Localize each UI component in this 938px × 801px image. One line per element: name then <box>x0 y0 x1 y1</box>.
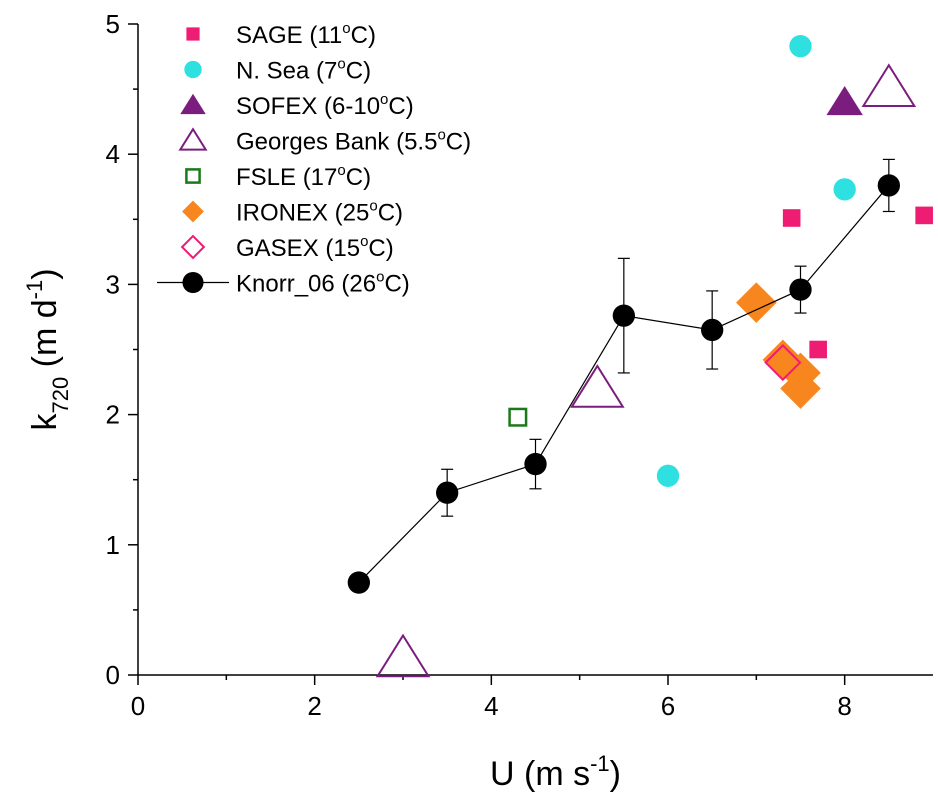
data-point-triangle <box>826 86 863 116</box>
x-axis-title: U (m s-1) <box>490 751 621 793</box>
legend-item: N. Sea (7oC) <box>184 56 371 85</box>
legend: SAGE (11oC) N. Sea (7oC) SOFEX (6-10oC) Geo… <box>157 20 471 298</box>
series-4 <box>508 407 528 427</box>
data-point-circle <box>877 174 900 197</box>
y-axis-title-text: k720 (m d-1) <box>22 268 73 430</box>
data-point-open-square <box>508 407 528 427</box>
data-point-square <box>809 340 827 359</box>
data-point-square <box>782 209 801 227</box>
series-0 <box>782 206 933 359</box>
legend-marker <box>180 234 206 260</box>
legend-marker <box>185 168 201 184</box>
series-3 <box>375 63 917 678</box>
data-point-diamond <box>780 368 821 409</box>
series-7 <box>347 158 900 594</box>
legend-label: Knorr_06 (26oC) <box>236 269 410 298</box>
legend-label: Georges Bank (5.5oC) <box>236 127 471 156</box>
data-point-circle <box>789 278 812 301</box>
x-tick-label: 4 <box>484 691 498 721</box>
legend-item: FSLE (17oC) <box>185 162 371 191</box>
data-point-open-diamond <box>764 343 802 382</box>
x-tick-label: 2 <box>307 691 321 721</box>
legend-item: SAGE (11oC) <box>186 20 376 49</box>
y-tick-label: 1 <box>106 530 120 560</box>
legend-item: GASEX (15oC) <box>180 233 394 262</box>
data-point-open-triangle <box>861 63 917 107</box>
x-tick-label: 6 <box>661 691 675 721</box>
legend-label: SOFEX (6-10oC) <box>236 91 414 120</box>
legend-marker <box>182 271 204 294</box>
legend-marker <box>180 93 206 115</box>
legend-marker <box>186 27 200 41</box>
data-point-diamond <box>736 282 777 323</box>
legend-marker <box>182 200 204 223</box>
legend-label: SAGE (11oC) <box>236 20 376 49</box>
data-point-circle <box>833 178 856 201</box>
data-point-circle <box>612 304 635 327</box>
plot-area <box>347 34 933 678</box>
y-tick-label: 2 <box>106 400 120 430</box>
data-point-circle <box>436 481 459 504</box>
legend-label: GASEX (15oC) <box>236 233 394 262</box>
x-axis-ticks: 0 2 4 6 8 <box>131 675 852 721</box>
legend-item: SOFEX (6-10oC) <box>180 91 414 120</box>
legend-item: Georges Bank (5.5oC) <box>178 127 471 156</box>
series-5 <box>736 282 821 409</box>
y-axis-title: k720 (m d-1) <box>22 268 73 430</box>
data-point-circle <box>347 571 370 594</box>
data-point-circle <box>656 464 680 487</box>
legend-item: Knorr_06 (26oC) <box>157 269 410 298</box>
y-tick-label: 4 <box>106 139 120 169</box>
data-point-square <box>915 206 933 225</box>
y-tick-label: 3 <box>106 269 120 299</box>
y-axis-ticks: 0 1 2 3 4 5 <box>106 9 138 690</box>
data-point-circle <box>524 452 547 476</box>
series-6 <box>764 343 802 382</box>
legend-label: N. Sea (7oC) <box>236 56 371 85</box>
data-point-open-triangle <box>375 633 431 678</box>
x-tick-label: 8 <box>837 691 851 721</box>
series-1 <box>656 34 856 487</box>
y-tick-label: 0 <box>106 660 120 690</box>
legend-label: FSLE (17oC) <box>236 162 371 191</box>
x-axis-title-text: U (m s-1) <box>490 751 621 793</box>
data-point-circle <box>701 318 724 342</box>
legend-marker <box>178 127 208 151</box>
legend-marker <box>184 60 202 79</box>
data-point-open-triangle <box>570 364 625 408</box>
data-point-circle <box>789 34 812 58</box>
y-tick-label: 5 <box>106 9 120 39</box>
legend-label: IRONEX (25oC) <box>236 198 403 227</box>
x-tick-label: 0 <box>131 691 145 721</box>
legend-item: IRONEX (25oC) <box>182 198 403 227</box>
series-2 <box>826 86 863 116</box>
